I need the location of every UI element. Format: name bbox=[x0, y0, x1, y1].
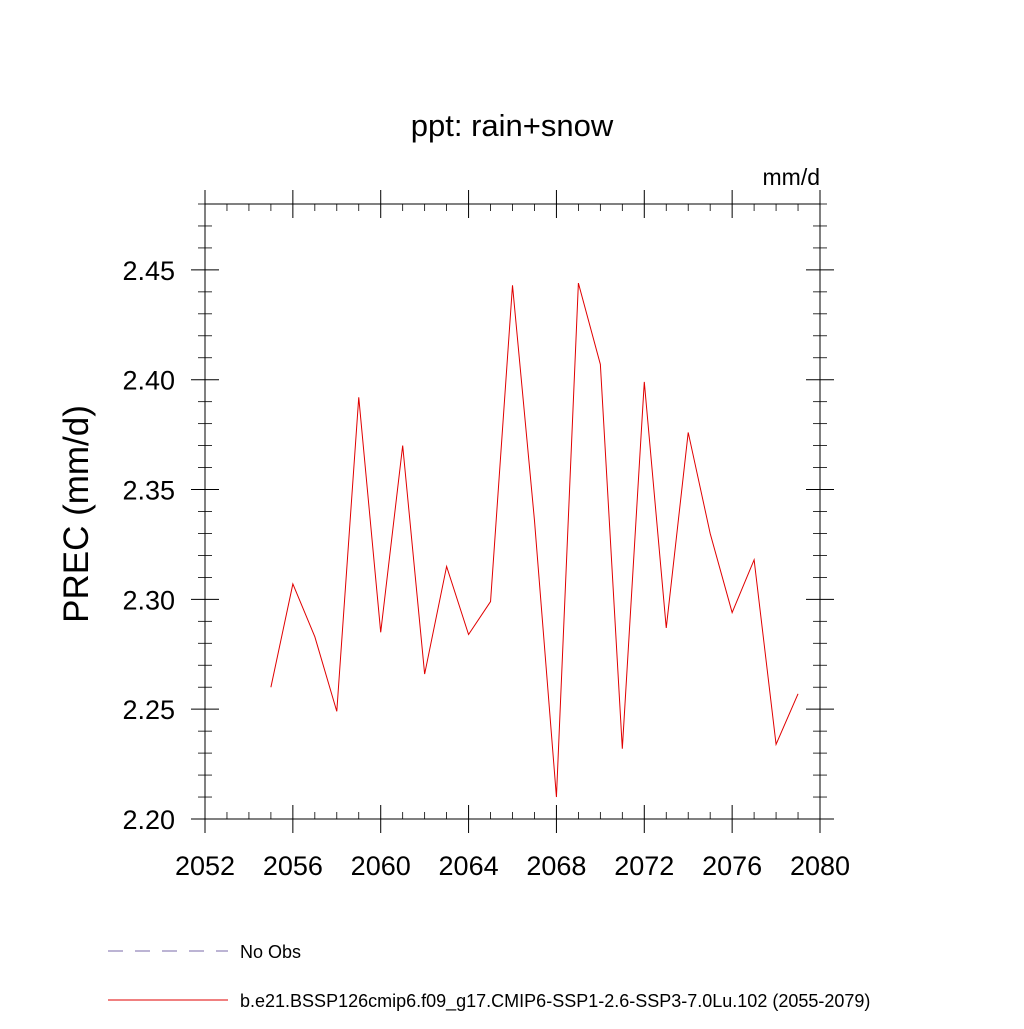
plot-frame bbox=[204, 203, 821, 820]
legend: No Obs b.e21.BSSP126cmip6.f09_g17.CMIP6-S… bbox=[108, 942, 870, 1012]
series-line-0 bbox=[270, 282, 799, 798]
y-tick-label: 2.25 bbox=[122, 695, 175, 725]
y-axis-label: PREC (mm/d) bbox=[57, 405, 96, 623]
x-tick-label: 2064 bbox=[439, 851, 499, 881]
x-tick-label: 2052 bbox=[175, 851, 235, 881]
y-tick-label: 2.35 bbox=[122, 476, 175, 506]
x-tick-label: 2060 bbox=[351, 851, 411, 881]
major-ticks bbox=[191, 190, 834, 833]
x-tick-label: 2068 bbox=[526, 851, 586, 881]
x-tick-label: 2076 bbox=[702, 851, 762, 881]
series-group bbox=[270, 282, 799, 798]
y-tick-labels: 2.20 2.25 2.30 2.35 2.40 2.45 bbox=[122, 256, 175, 835]
x-tick-labels: 2052 2056 2060 2064 2068 2072 2076 2080 bbox=[175, 851, 850, 881]
x-tick-label: 2072 bbox=[614, 851, 674, 881]
y-tick-label: 2.45 bbox=[122, 256, 175, 286]
minor-ticks bbox=[198, 203, 827, 819]
legend-label-0: No Obs bbox=[240, 942, 301, 962]
legend-label-1: b.e21.BSSP126cmip6.f09_g17.CMIP6-SSP1-2.… bbox=[240, 991, 870, 1012]
y-tick-label: 2.30 bbox=[122, 585, 175, 615]
y-tick-label: 2.20 bbox=[122, 805, 175, 835]
y-tick-label: 2.40 bbox=[122, 366, 175, 396]
units-label: mm/d bbox=[763, 164, 821, 190]
x-tick-label: 2080 bbox=[790, 851, 850, 881]
chart-title: ppt: rain+snow bbox=[411, 108, 614, 143]
x-tick-label: 2056 bbox=[263, 851, 323, 881]
